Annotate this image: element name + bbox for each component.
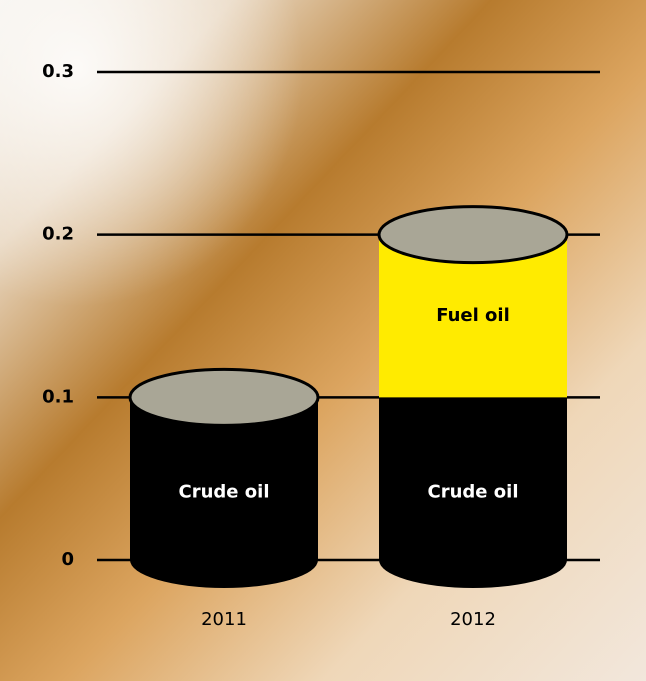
y-tick-label: 0 bbox=[61, 549, 74, 570]
x-tick-label: 2011 bbox=[201, 609, 247, 630]
y-tick-label: 0.1 bbox=[42, 386, 74, 407]
cylinder-top bbox=[128, 367, 320, 427]
segment-label: Crude oil bbox=[179, 482, 270, 503]
bar-segment bbox=[130, 397, 318, 588]
cylinder-top bbox=[377, 205, 569, 265]
segment-label: Crude oil bbox=[428, 482, 519, 503]
y-tick-label: 0.2 bbox=[42, 224, 74, 245]
segment-label: Fuel oil bbox=[436, 305, 510, 326]
x-tick-label: 2012 bbox=[450, 609, 496, 630]
bar-segment bbox=[379, 397, 567, 588]
y-tick-label: 0.3 bbox=[42, 61, 74, 82]
bar-segment bbox=[378, 234, 567, 426]
